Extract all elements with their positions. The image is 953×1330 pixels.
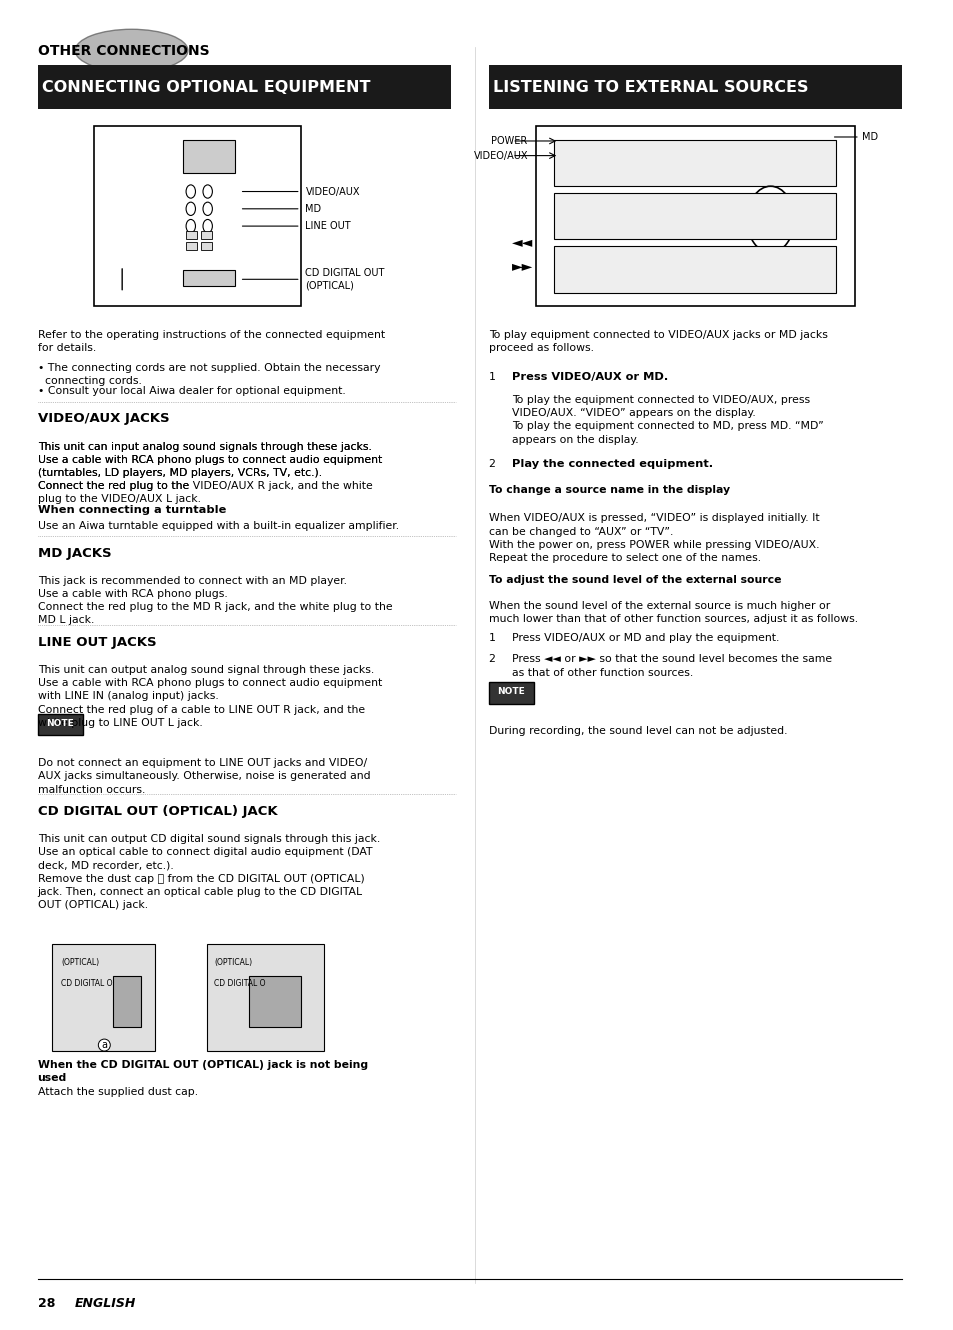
FancyBboxPatch shape <box>186 231 197 239</box>
Text: • Consult your local Aiwa dealer for optional equipment.: • Consult your local Aiwa dealer for opt… <box>37 386 345 396</box>
FancyBboxPatch shape <box>488 682 534 704</box>
FancyBboxPatch shape <box>554 193 836 239</box>
Ellipse shape <box>75 29 188 72</box>
Text: 2: 2 <box>488 654 495 665</box>
Text: POWER: POWER <box>490 136 526 146</box>
Text: Play the connected equipment.: Play the connected equipment. <box>512 459 713 469</box>
Text: To adjust the sound level of the external source: To adjust the sound level of the externa… <box>488 575 781 585</box>
Text: To play equipment connected to VIDEO/AUX jacks or MD jacks
proceed as follows.: To play equipment connected to VIDEO/AUX… <box>488 330 826 352</box>
Text: MD: MD <box>861 132 877 142</box>
Text: Use an Aiwa turntable equipped with a built-in equalizer amplifier.: Use an Aiwa turntable equipped with a bu… <box>37 521 398 532</box>
FancyBboxPatch shape <box>249 976 300 1027</box>
Text: When connecting a turntable: When connecting a turntable <box>37 505 226 516</box>
Text: 2: 2 <box>488 459 495 469</box>
Text: This unit can input analog sound signals through these jacks.
Use a cable with R: This unit can input analog sound signals… <box>37 442 381 504</box>
Text: CONNECTING OPTIONAL EQUIPMENT: CONNECTING OPTIONAL EQUIPMENT <box>42 80 371 94</box>
Text: NOTE: NOTE <box>497 688 524 696</box>
Text: MD: MD <box>305 203 321 214</box>
Text: LISTENING TO EXTERNAL SOURCES: LISTENING TO EXTERNAL SOURCES <box>493 80 808 94</box>
Text: CD DIGITAL OUT (OPTICAL) JACK: CD DIGITAL OUT (OPTICAL) JACK <box>37 805 277 818</box>
Text: • The connecting cords are not supplied. Obtain the necessary
  connecting cords: • The connecting cords are not supplied.… <box>37 363 379 386</box>
FancyBboxPatch shape <box>94 126 300 306</box>
Text: To change a source name in the display: To change a source name in the display <box>488 485 729 496</box>
Text: ◄◄: ◄◄ <box>512 235 533 249</box>
FancyBboxPatch shape <box>183 140 234 173</box>
FancyBboxPatch shape <box>201 242 213 250</box>
FancyBboxPatch shape <box>207 944 324 1051</box>
FancyBboxPatch shape <box>51 944 155 1051</box>
FancyBboxPatch shape <box>201 231 213 239</box>
Text: This jack is recommended to connect with an MD player.
Use a cable with RCA phon: This jack is recommended to connect with… <box>37 576 392 625</box>
Text: (OPTICAL): (OPTICAL) <box>214 958 253 967</box>
Text: Press VIDEO/AUX or MD.: Press VIDEO/AUX or MD. <box>512 372 668 383</box>
FancyBboxPatch shape <box>186 242 197 250</box>
Text: Press ◄◄ or ►► so that the sound level becomes the same
as that of other functio: Press ◄◄ or ►► so that the sound level b… <box>512 654 831 677</box>
Text: Attach the supplied dust cap.: Attach the supplied dust cap. <box>37 1087 197 1097</box>
Text: a: a <box>101 1040 107 1051</box>
Text: To play the equipment connected to VIDEO/AUX, press
VIDEO/AUX. “VIDEO” appears o: To play the equipment connected to VIDEO… <box>512 395 823 444</box>
Text: This unit can output CD digital sound signals through this jack.
Use an optical : This unit can output CD digital sound si… <box>37 834 379 910</box>
Text: NOTE: NOTE <box>47 720 74 728</box>
Text: ENGLISH: ENGLISH <box>75 1297 136 1310</box>
Text: LINE OUT JACKS: LINE OUT JACKS <box>37 636 156 649</box>
Text: VIDEO/AUX: VIDEO/AUX <box>473 150 528 161</box>
Text: During recording, the sound level can not be adjusted.: During recording, the sound level can no… <box>488 726 786 737</box>
Text: VIDEO/AUX JACKS: VIDEO/AUX JACKS <box>37 412 169 426</box>
Text: CD DIGITAL OUT: CD DIGITAL OUT <box>305 267 384 278</box>
FancyBboxPatch shape <box>183 270 234 286</box>
Text: MD JACKS: MD JACKS <box>37 547 112 560</box>
Text: (OPTICAL): (OPTICAL) <box>305 281 354 291</box>
Text: (OPTICAL): (OPTICAL) <box>61 958 99 967</box>
FancyBboxPatch shape <box>112 976 141 1027</box>
FancyBboxPatch shape <box>535 126 854 306</box>
Text: 1: 1 <box>488 372 495 383</box>
FancyBboxPatch shape <box>37 714 83 735</box>
Text: This unit can input analog sound signals through these jacks.
Use a cable with R: This unit can input analog sound signals… <box>37 442 381 491</box>
FancyBboxPatch shape <box>488 65 902 109</box>
Text: VIDEO/AUX: VIDEO/AUX <box>305 186 359 197</box>
Text: When the CD DIGITAL OUT (OPTICAL) jack is not being
used: When the CD DIGITAL OUT (OPTICAL) jack i… <box>37 1060 367 1083</box>
FancyBboxPatch shape <box>554 140 836 186</box>
Text: LINE OUT: LINE OUT <box>305 221 351 231</box>
Text: When the sound level of the external source is much higher or
much lower than th: When the sound level of the external sou… <box>488 601 857 624</box>
Text: ►►: ►► <box>512 259 533 273</box>
Text: 28: 28 <box>37 1297 55 1310</box>
Text: Press VIDEO/AUX or MD and play the equipment.: Press VIDEO/AUX or MD and play the equip… <box>512 633 779 644</box>
FancyBboxPatch shape <box>554 246 836 293</box>
Text: OTHER CONNECTIONS: OTHER CONNECTIONS <box>37 44 209 57</box>
Text: This unit can output analog sound signal through these jacks.
Use a cable with R: This unit can output analog sound signal… <box>37 665 381 728</box>
Text: CD DIGITAL O: CD DIGITAL O <box>61 979 112 988</box>
Text: Refer to the operating instructions of the connected equipment
for details.: Refer to the operating instructions of t… <box>37 330 384 352</box>
FancyBboxPatch shape <box>37 65 451 109</box>
Text: 1: 1 <box>488 633 495 644</box>
Text: When VIDEO/AUX is pressed, “VIDEO” is displayed initially. It
can be changed to : When VIDEO/AUX is pressed, “VIDEO” is di… <box>488 513 819 563</box>
Text: Do not connect an equipment to LINE OUT jacks and VIDEO/
AUX jacks simultaneousl: Do not connect an equipment to LINE OUT … <box>37 758 370 794</box>
Text: CD DIGITAL O: CD DIGITAL O <box>214 979 266 988</box>
